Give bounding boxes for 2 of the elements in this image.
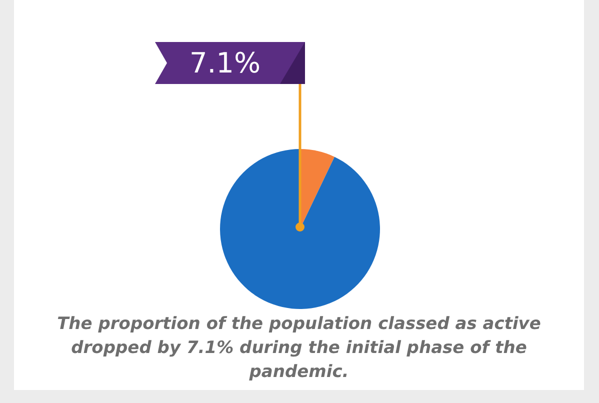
data-label: 7.1%	[189, 46, 261, 80]
text: The proportion of the population classed as active dropped by 7.1% during the initial phase of the pandemic.	[56, 313, 542, 384]
